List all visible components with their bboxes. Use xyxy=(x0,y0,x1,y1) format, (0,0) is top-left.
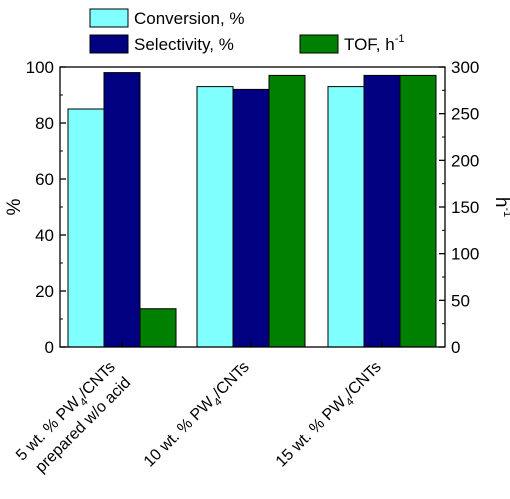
y-tick-label: 80 xyxy=(35,114,54,133)
y2-axis-title-base: h xyxy=(491,197,510,208)
bar-conversion-3 xyxy=(327,86,365,348)
bar-conversion-2 xyxy=(196,86,234,348)
legend: Conversion, % Selectivity, % TOF, h-1 xyxy=(89,8,404,54)
bar-tof-3 xyxy=(399,74,437,348)
legend-label-text: TOF, h xyxy=(344,35,395,54)
y-axis-title: % xyxy=(4,198,25,215)
y2-axis-title: h-1 xyxy=(491,197,510,217)
bar-tof-2 xyxy=(268,74,306,348)
x-category-label-2: 10 wt. % PW4/CNTs xyxy=(141,359,256,474)
y2-tick-label: 250 xyxy=(451,105,479,124)
legend-swatch-3 xyxy=(299,34,339,54)
bar-selectivity-1 xyxy=(103,72,141,348)
y2-tick-label: 150 xyxy=(451,198,479,217)
legend-label-3: TOF, h-1 xyxy=(344,33,404,54)
y2-axis-title-sup: -1 xyxy=(501,207,510,217)
plot-area xyxy=(67,72,437,348)
x-category-label-3: 15 wt. % PW4/CNTs xyxy=(273,359,388,474)
bar-selectivity-2 xyxy=(232,88,270,348)
bar-conversion-1 xyxy=(67,108,105,348)
legend-label-text: Conversion, % xyxy=(134,9,245,28)
legend-swatch-2 xyxy=(89,34,129,54)
y-tick-label: 40 xyxy=(35,226,54,245)
bar-tof-1 xyxy=(139,308,177,348)
legend-label-2: Selectivity, % xyxy=(134,35,234,54)
legend-label-sup: -1 xyxy=(395,33,405,45)
y-tick-label: 20 xyxy=(35,282,54,301)
x-category-label-part: /CNTs xyxy=(342,359,385,402)
legend-label-text: Selectivity, % xyxy=(134,35,234,54)
y-tick-label: 60 xyxy=(35,170,54,189)
bar-selectivity-3 xyxy=(363,74,401,348)
x-category-label-part: /CNTs xyxy=(210,359,253,402)
y-tick-label: 0 xyxy=(45,338,54,357)
x-category-label-line: 15 wt. % PW4/CNTs xyxy=(273,359,388,474)
x-category-label-line: 10 wt. % PW4/CNTs xyxy=(141,359,256,474)
x-category-label-part: 15 wt. % PW xyxy=(273,393,350,470)
y2-tick-label: 300 xyxy=(451,58,479,77)
y2-tick-label: 0 xyxy=(451,338,460,357)
y2-tick-label: 100 xyxy=(451,245,479,264)
legend-swatch-1 xyxy=(89,8,129,28)
legend-label-1: Conversion, % xyxy=(134,9,245,28)
y2-tick-label: 50 xyxy=(451,291,470,310)
y-tick-label: 100 xyxy=(26,58,54,77)
y2-tick-label: 200 xyxy=(451,151,479,170)
x-category-label-part: 10 wt. % PW xyxy=(141,393,218,470)
